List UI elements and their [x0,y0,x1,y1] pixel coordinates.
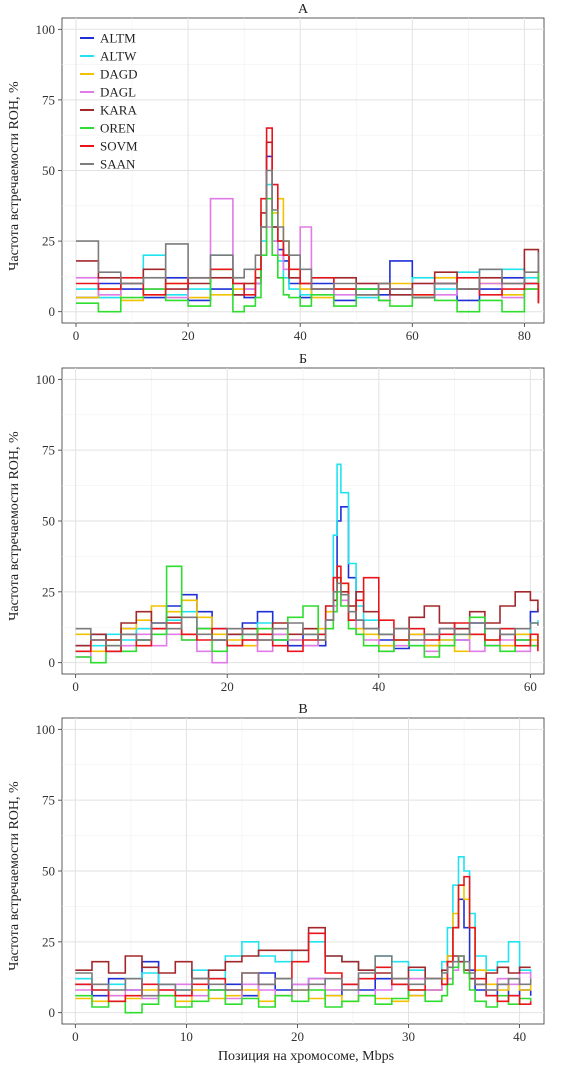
panel-title: В [298,702,307,717]
x-tick-label: 60 [524,679,537,694]
series-line-saan [75,955,532,997]
y-tick-label: 50 [42,514,55,529]
series-line-saan [76,169,540,299]
x-tick-label: 40 [294,328,307,343]
x-tick-label: 30 [402,1029,415,1044]
x-tick-label: 20 [221,679,234,694]
x-tick-label: 0 [72,679,79,694]
y-tick-label: 25 [42,234,55,249]
y-tick-label: 25 [42,934,55,949]
legend-label-dagd: DAGD [100,67,138,82]
legend: ALTM ALTW DAGD DAGL KARA OREN SOVM SAAN [80,31,138,172]
series-line-oren [76,197,540,313]
y-tick-label: 100 [36,722,56,737]
y-tick-label: 0 [49,1005,56,1020]
legend-label-saan: SAAN [100,157,136,172]
y-axis-label-panel-c: Частота встречаемости ROH, % [7,781,22,971]
x-tick-label: 0 [72,1029,79,1044]
panel-title: Б [299,352,307,367]
panel-b: Б 0 25 50 75 100 0 20 40 60 [36,352,545,694]
panel-a: А 0 25 50 75 100 0 20 40 60 80 ALTM ALTW DAGD DAGL KARA… [36,2,545,343]
x-tick-label: 40 [513,1029,526,1044]
y-axis-label-panel-a: Частота встречаемости ROH, % [7,81,22,271]
y-tick-label: 75 [42,92,55,107]
legend-label-altm: ALTM [100,31,136,46]
y-tick-label: 50 [42,864,55,879]
series-group [76,127,540,313]
series-group [75,463,539,664]
y-tick-label: 75 [42,793,55,808]
panel-title: А [298,2,309,17]
legend-label-oren: OREN [100,121,136,136]
series-line-kara [75,926,531,986]
legend-label-dagl: DAGL [100,85,136,100]
x-tick-label: 20 [182,328,195,343]
y-tick-label: 50 [42,163,55,178]
legend-label-sovm: SOVM [100,139,138,154]
y-axis-label-panel-b: Частота встречаемости ROH, % [7,431,22,621]
x-tick-label: 10 [180,1029,193,1044]
y-tick-label: 100 [36,22,56,37]
series-line-dagl [76,197,540,302]
series-group [75,856,532,1014]
x-axis-label: Позиция на хромосоме, Mbps [218,1049,394,1064]
x-tick-label: 40 [372,679,385,694]
y-tick-label: 100 [36,372,56,387]
x-tick-label: 60 [406,328,419,343]
x-tick-label: 80 [518,328,531,343]
legend-label-kara: KARA [100,103,137,118]
y-tick-label: 75 [42,443,55,458]
x-tick-label: 0 [73,328,80,343]
y-tick-label: 0 [49,304,56,319]
x-tick-label: 20 [291,1029,304,1044]
y-tick-label: 25 [42,584,55,599]
series-line-saan [75,582,539,647]
legend-label-altw: ALTW [100,49,137,64]
y-tick-label: 0 [49,655,56,670]
panel-c: В 0 25 50 75 100 0 10 20 30 40 [36,702,545,1044]
